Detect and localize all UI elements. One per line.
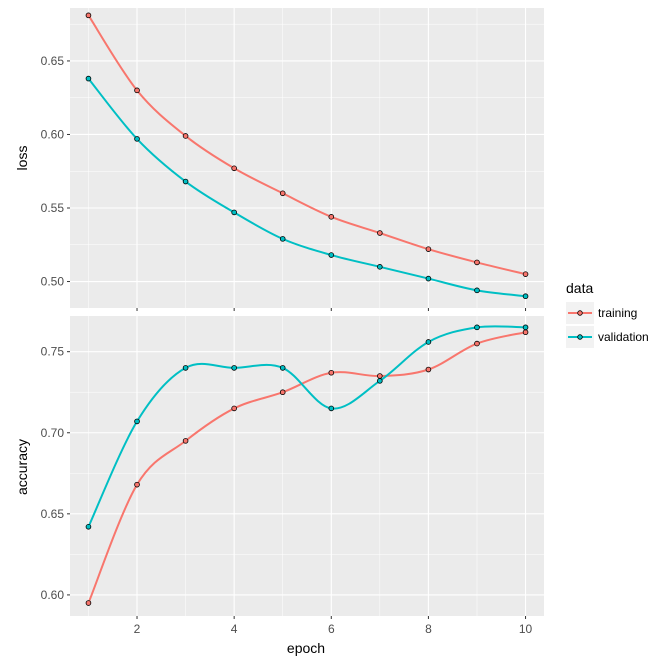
legend-label-validation: validation [598,330,649,344]
accuracy-point-validation [474,324,480,331]
x-tick-label: 8 [425,622,432,636]
accuracy-point-validation [522,324,529,331]
accuracy-y-axis-title: accuracy [14,439,30,495]
x-tick-label: 10 [519,622,533,636]
loss-y-tick-label: 0.50 [41,275,65,289]
x-tick-label: 6 [328,622,335,636]
loss-point-validation [425,275,432,282]
accuracy-point-validation [182,365,189,371]
loss-point-validation [134,136,140,142]
loss-y-axis-title: loss [14,146,30,171]
accuracy-point-validation [85,524,92,530]
legend-point-training [577,310,583,316]
loss-point-training [279,190,286,197]
x-tick-label: 2 [134,622,141,636]
loss-point-validation [182,178,189,185]
loss-line-validation [87,77,526,298]
loss-point-training [85,12,92,19]
loss-point-validation [85,75,92,82]
loss-y-tick-label: 0.55 [41,201,65,215]
loss-point-validation [474,287,480,294]
loss-point-validation [328,252,335,258]
loss-point-training [474,259,480,266]
loss-panel: 0.50 0.55 0.60 0.65 [41,8,544,311]
loss-point-validation [522,293,529,300]
accuracy-point-validation [231,365,237,371]
loss-y-tick-label: 0.65 [41,54,65,68]
accuracy-panel: 0.60 0.65 0.70 0.75 2 4 6 8 10 [41,316,544,636]
loss-point-training [425,246,432,252]
loss-point-validation [377,264,383,270]
accuracy-point-training [474,340,480,347]
accuracy-point-training [328,369,335,376]
accuracy-panel-background [70,316,544,616]
accuracy-y-tick-label: 0.70 [41,426,65,440]
accuracy-point-validation [328,405,335,412]
accuracy-point-training [134,481,140,488]
accuracy-point-training [182,438,189,444]
loss-panel-background [70,8,544,308]
legend-point-validation [577,334,583,340]
loss-point-training [182,133,189,139]
accuracy-point-validation [134,418,140,425]
accuracy-point-training [522,329,529,336]
loss-y-tick-label: 0.60 [41,127,65,141]
accuracy-y-tick-label: 0.75 [41,345,65,359]
accuracy-point-validation [377,378,383,384]
legend-key-training: training [566,302,637,324]
loss-point-validation [279,236,286,242]
legend: data training validation [566,280,649,348]
accuracy-y-tick-label: 0.65 [41,507,65,521]
x-axis-title: epoch [287,640,325,656]
loss-point-training [377,230,383,236]
accuracy-point-training [377,373,383,379]
accuracy-point-validation [279,365,286,371]
legend-title: data [566,280,593,296]
accuracy-line-training [87,331,526,604]
loss-point-validation [231,209,237,216]
accuracy-point-training [85,600,92,606]
accuracy-y-tick-label: 0.60 [41,588,65,602]
accuracy-point-training [425,366,432,373]
legend-key-validation: validation [566,326,649,348]
accuracy-point-training [279,389,286,396]
loss-point-training [134,87,140,94]
accuracy-line-validation [87,325,526,528]
accuracy-point-training [231,405,237,412]
loss-point-training [522,271,529,277]
loss-point-training [231,165,237,172]
legend-label-training: training [598,306,637,320]
x-tick-label: 4 [231,622,238,636]
accuracy-point-validation [425,339,432,345]
loss-point-training [328,214,335,220]
loss-line-training [87,14,526,276]
